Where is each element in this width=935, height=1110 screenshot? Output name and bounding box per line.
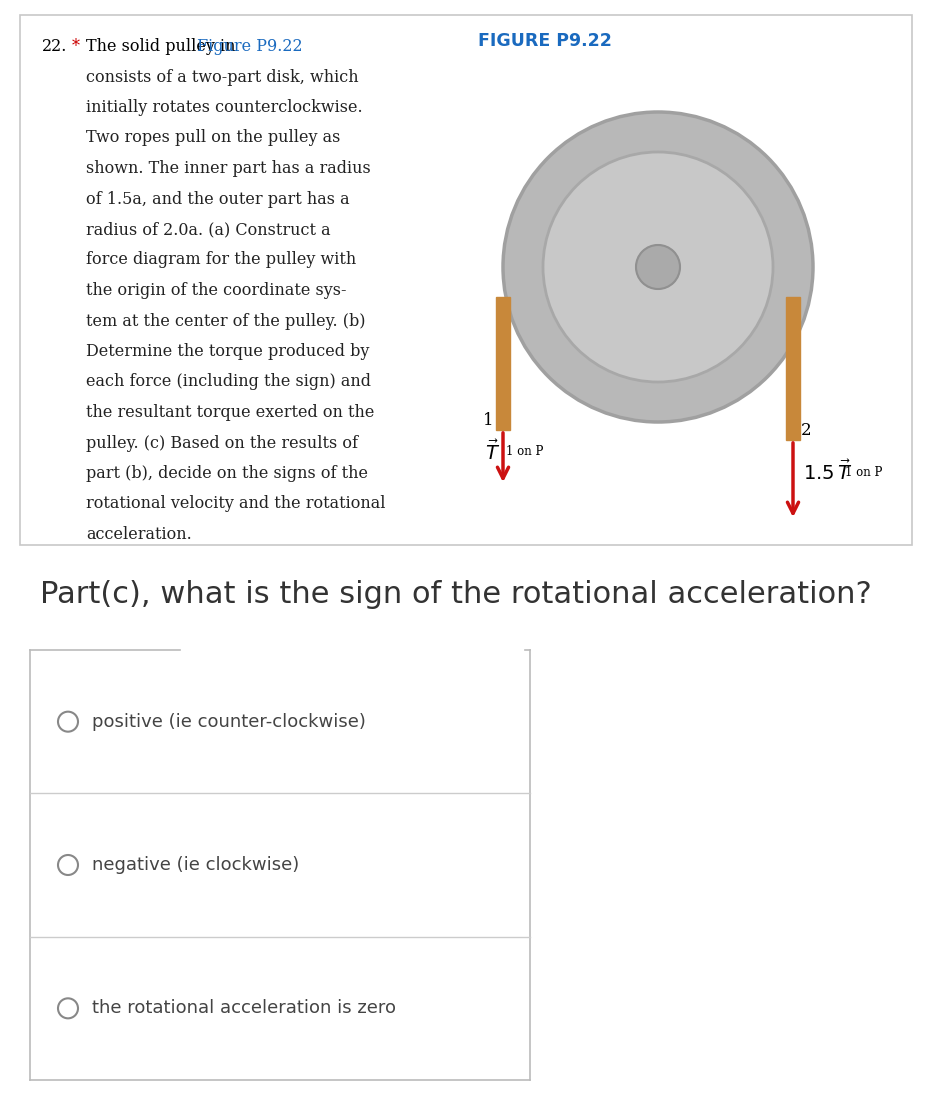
- Text: the rotational acceleration is zero: the rotational acceleration is zero: [92, 999, 396, 1018]
- Circle shape: [543, 152, 773, 382]
- Bar: [496, 297, 510, 430]
- FancyBboxPatch shape: [20, 16, 912, 545]
- Text: 1 on P: 1 on P: [845, 466, 883, 480]
- Text: tem at the center of the pulley. (b): tem at the center of the pulley. (b): [86, 313, 366, 330]
- Text: Determine the torque produced by: Determine the torque produced by: [86, 343, 369, 360]
- Text: Two ropes pull on the pulley as: Two ropes pull on the pulley as: [86, 130, 340, 147]
- Circle shape: [503, 112, 813, 422]
- Text: 1 on P: 1 on P: [506, 445, 543, 458]
- Circle shape: [636, 245, 680, 289]
- Text: 2: 2: [801, 422, 812, 438]
- Text: the resultant torque exerted on the: the resultant torque exerted on the: [86, 404, 374, 421]
- Text: rotational velocity and the rotational: rotational velocity and the rotational: [86, 495, 385, 513]
- Text: Figure P9.22: Figure P9.22: [197, 38, 303, 56]
- Text: force diagram for the pulley with: force diagram for the pulley with: [86, 252, 356, 269]
- Text: pulley. (c) Based on the results of: pulley. (c) Based on the results of: [86, 434, 358, 452]
- Text: positive (ie counter-clockwise): positive (ie counter-clockwise): [92, 713, 366, 730]
- Text: the origin of the coordinate sys-: the origin of the coordinate sys-: [86, 282, 347, 299]
- Text: acceleration.: acceleration.: [86, 526, 192, 543]
- Text: of 1.5a, and the outer part has a: of 1.5a, and the outer part has a: [86, 191, 350, 208]
- Text: part (b), decide on the signs of the: part (b), decide on the signs of the: [86, 465, 368, 482]
- Text: FIGURE P9.22: FIGURE P9.22: [478, 32, 611, 50]
- Text: $\vec{T}$: $\vec{T}$: [485, 440, 500, 464]
- Text: Part(c), what is the sign of the rotational acceleration?: Part(c), what is the sign of the rotatio…: [40, 581, 871, 609]
- Text: shown. The inner part has a radius: shown. The inner part has a radius: [86, 160, 371, 176]
- Text: 22.: 22.: [42, 38, 67, 56]
- Text: radius of 2.0a. (a) Construct a: radius of 2.0a. (a) Construct a: [86, 221, 331, 238]
- Text: $1.5\,\vec{T}$: $1.5\,\vec{T}$: [803, 460, 853, 484]
- Text: *: *: [72, 38, 80, 56]
- Text: initially rotates counterclockwise.: initially rotates counterclockwise.: [86, 99, 363, 117]
- Text: The solid pulley in: The solid pulley in: [86, 38, 240, 56]
- Text: negative (ie clockwise): negative (ie clockwise): [92, 856, 299, 874]
- Text: 1: 1: [483, 412, 494, 428]
- Text: each force (including the sign) and: each force (including the sign) and: [86, 373, 371, 391]
- Bar: [786, 297, 800, 440]
- Text: consists of a two-part disk, which: consists of a two-part disk, which: [86, 69, 359, 85]
